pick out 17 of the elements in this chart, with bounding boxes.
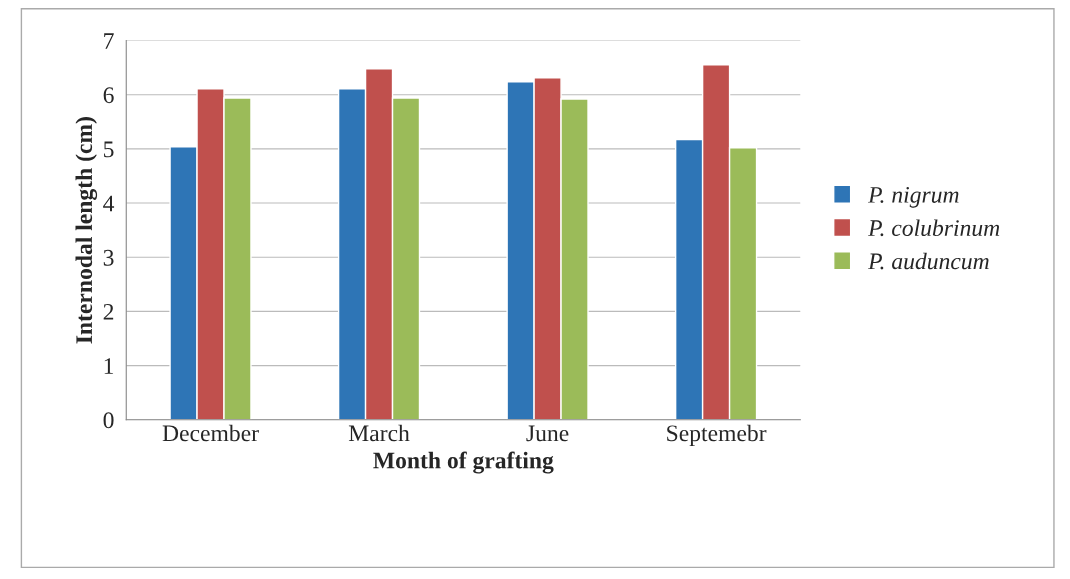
y-tick-label: 6 <box>103 87 114 104</box>
legend-label: P. auduncum <box>868 252 989 270</box>
y-tick-label: 3 <box>103 249 114 266</box>
legend-label: P. colubrinum <box>868 219 1000 237</box>
y-tick-label: 1 <box>104 358 114 374</box>
y-tick-label: 5 <box>104 141 114 158</box>
y-tick-label: 0 <box>103 412 114 429</box>
y-tick-label: 7 <box>104 33 114 49</box>
x-tick-label: December <box>162 424 259 442</box>
y-tick-label: 2 <box>103 303 114 320</box>
x-tick-label: Septemebr <box>667 424 767 447</box>
x-tick-label: June <box>526 425 569 442</box>
legend-label: P. nigrum <box>868 186 959 208</box>
y-tick-label: 4 <box>103 195 115 212</box>
x-tick-label: March <box>348 424 410 442</box>
x-axis-title: Month of grafting <box>373 451 554 474</box>
y-axis-title: Internodal length (cm) <box>75 117 98 344</box>
